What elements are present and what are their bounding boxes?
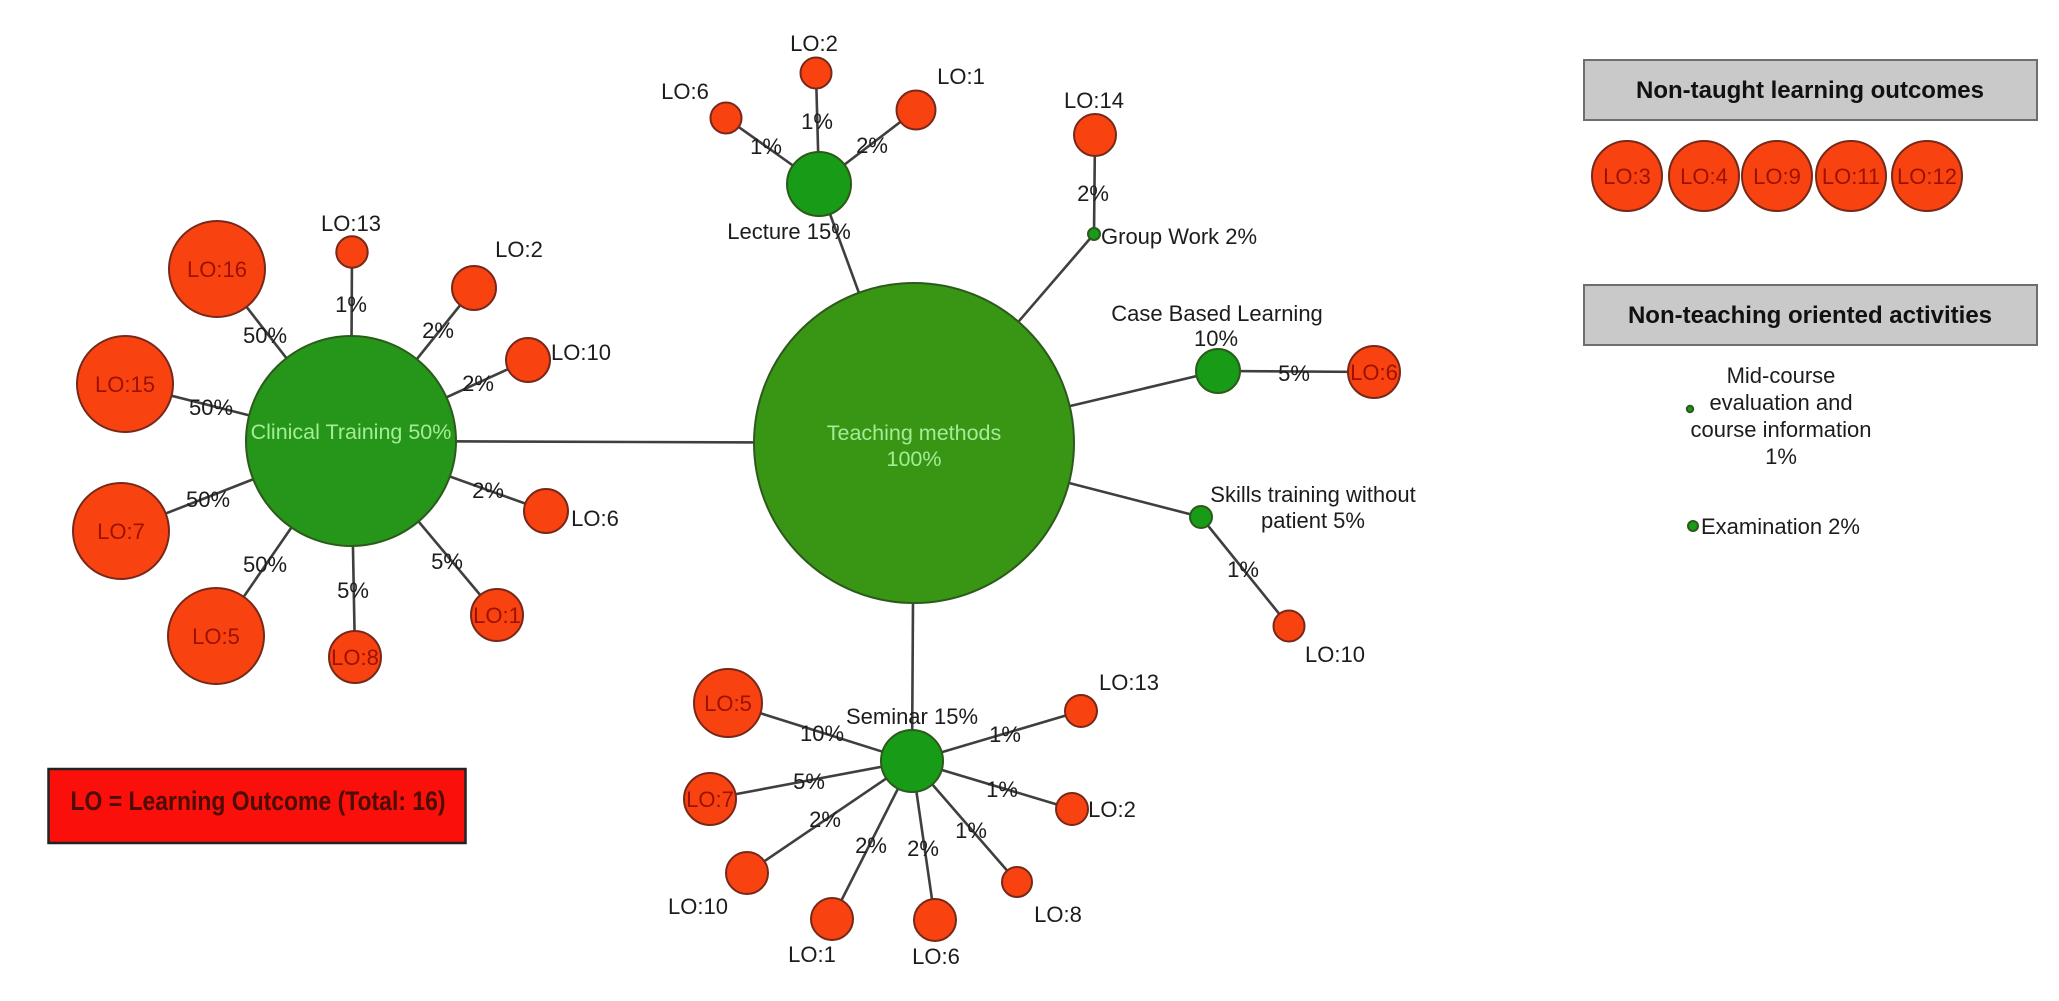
svg-text:LO:1: LO:1 [473, 603, 521, 628]
svg-text:LO:8: LO:8 [1034, 902, 1082, 927]
svg-text:2%: 2% [856, 133, 888, 158]
svg-text:LO:2: LO:2 [790, 31, 838, 56]
svg-text:LO:5: LO:5 [192, 624, 240, 649]
svg-text:LO:7: LO:7 [97, 519, 145, 544]
svg-text:LO:10: LO:10 [551, 340, 611, 365]
svg-text:1%: 1% [1765, 444, 1797, 469]
svg-text:5%: 5% [793, 769, 825, 794]
svg-text:Mid-course: Mid-course [1727, 363, 1836, 388]
svg-text:1%: 1% [989, 722, 1021, 747]
svg-text:LO:9: LO:9 [1753, 164, 1801, 189]
svg-text:2%: 2% [907, 836, 939, 861]
svg-text:10%: 10% [1194, 326, 1238, 351]
svg-text:patient 5%: patient 5% [1261, 508, 1365, 533]
svg-text:LO:3: LO:3 [1603, 164, 1651, 189]
svg-text:LO:16: LO:16 [187, 257, 247, 282]
svg-text:1%: 1% [750, 134, 782, 159]
svg-text:Lecture 15%: Lecture 15% [727, 219, 851, 244]
svg-text:50%: 50% [243, 552, 287, 577]
svg-text:1%: 1% [1227, 557, 1259, 582]
svg-text:Non-taught learning outcomes: Non-taught learning outcomes [1636, 77, 1984, 104]
svg-text:LO:11: LO:11 [1822, 164, 1880, 189]
svg-text:evaluation and: evaluation and [1709, 390, 1852, 415]
svg-text:10%: 10% [800, 721, 844, 746]
svg-text:2%: 2% [472, 478, 504, 503]
svg-text:Non-teaching oriented activiti: Non-teaching oriented activities [1628, 302, 1992, 329]
svg-text:LO:2: LO:2 [1088, 797, 1136, 822]
svg-text:Examination 2%: Examination 2% [1701, 514, 1860, 539]
svg-text:2%: 2% [855, 833, 887, 858]
svg-text:LO:2: LO:2 [495, 237, 543, 262]
svg-text:50%: 50% [186, 487, 230, 512]
svg-text:LO:5: LO:5 [704, 691, 752, 716]
svg-text:1%: 1% [801, 109, 833, 134]
svg-text:LO:13: LO:13 [1099, 670, 1159, 695]
svg-text:Skills training without: Skills training without [1210, 482, 1415, 507]
svg-text:1%: 1% [955, 818, 987, 843]
svg-text:Case Based Learning: Case Based Learning [1111, 301, 1323, 326]
svg-text:Teaching methods: Teaching methods [827, 421, 1002, 445]
svg-text:5%: 5% [337, 578, 369, 603]
svg-text:LO:6: LO:6 [912, 944, 960, 969]
svg-text:Group Work 2%: Group Work 2% [1101, 224, 1257, 249]
svg-text:1%: 1% [335, 292, 367, 317]
svg-text:LO:13: LO:13 [321, 211, 381, 236]
svg-text:1%: 1% [986, 777, 1018, 802]
svg-text:LO:7: LO:7 [686, 787, 734, 812]
svg-text:50%: 50% [243, 323, 287, 348]
svg-text:2%: 2% [422, 318, 454, 343]
svg-text:LO:4: LO:4 [1680, 164, 1728, 189]
svg-text:5%: 5% [431, 549, 463, 574]
svg-text:LO:10: LO:10 [1305, 642, 1365, 667]
svg-text:2%: 2% [1077, 181, 1109, 206]
svg-text:LO = Learning Outcome (Total:: LO = Learning Outcome (Total: 16) [71, 786, 446, 816]
svg-text:LO:10: LO:10 [668, 894, 728, 919]
svg-text:LO:6: LO:6 [661, 79, 709, 104]
svg-text:LO:6: LO:6 [1350, 360, 1398, 385]
svg-text:5%: 5% [1278, 361, 1310, 386]
svg-text:LO:15: LO:15 [95, 372, 155, 397]
svg-text:50%: 50% [189, 395, 233, 420]
svg-text:LO:14: LO:14 [1064, 88, 1124, 113]
svg-text:LO:1: LO:1 [937, 64, 985, 89]
svg-text:course information: course information [1691, 417, 1872, 442]
svg-text:Seminar 15%: Seminar 15% [846, 704, 978, 729]
svg-text:Clinical Training 50%: Clinical Training 50% [251, 420, 452, 444]
svg-text:LO:1: LO:1 [788, 942, 836, 967]
svg-text:100%: 100% [887, 447, 942, 471]
svg-text:2%: 2% [462, 371, 494, 396]
svg-text:2%: 2% [809, 807, 841, 832]
svg-text:LO:6: LO:6 [571, 506, 619, 531]
svg-text:LO:8: LO:8 [331, 645, 379, 670]
svg-text:LO:12: LO:12 [1897, 164, 1957, 189]
